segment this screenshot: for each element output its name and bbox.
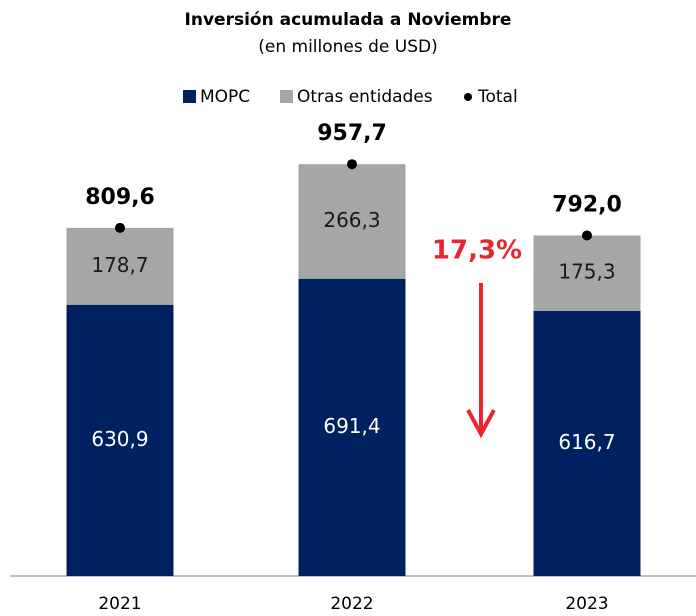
chart-title: Inversión acumulada a Noviembre	[185, 10, 512, 30]
value-label: 616,7	[558, 430, 615, 454]
bar-segment	[533, 310, 641, 576]
total-label: 957,7	[317, 121, 387, 146]
legend-swatch	[280, 90, 293, 103]
legend-marker	[464, 93, 472, 101]
bar-segment	[298, 164, 406, 279]
annotation-arrowhead	[466, 409, 496, 439]
total-marker	[582, 230, 592, 241]
value-label: 175,3	[558, 260, 615, 284]
total-label: 792,0	[552, 192, 622, 217]
value-label: 178,7	[91, 253, 148, 277]
bar-segment	[298, 278, 406, 576]
x-tick-label: 2023	[565, 594, 608, 614]
legend-swatch	[183, 90, 196, 103]
chart-subtitle: (en millones de USD)	[258, 37, 438, 57]
annotation: 17,3%	[432, 236, 522, 266]
value-label: 691,4	[323, 414, 380, 438]
bar-segment	[66, 227, 174, 305]
total-marker	[347, 159, 357, 170]
value-label: 630,9	[91, 427, 148, 451]
total-marker	[115, 222, 125, 233]
x-tick-label: 2021	[98, 594, 141, 614]
legend-label: Total	[477, 87, 518, 107]
legend-label: Otras entidades	[297, 87, 433, 107]
value-label: 266,3	[323, 208, 380, 232]
bar-segment	[533, 235, 641, 311]
x-tick-label: 2022	[330, 594, 373, 614]
legend-label: MOPC	[200, 87, 250, 107]
bar-segment	[66, 304, 174, 576]
total-label: 809,6	[85, 185, 155, 210]
